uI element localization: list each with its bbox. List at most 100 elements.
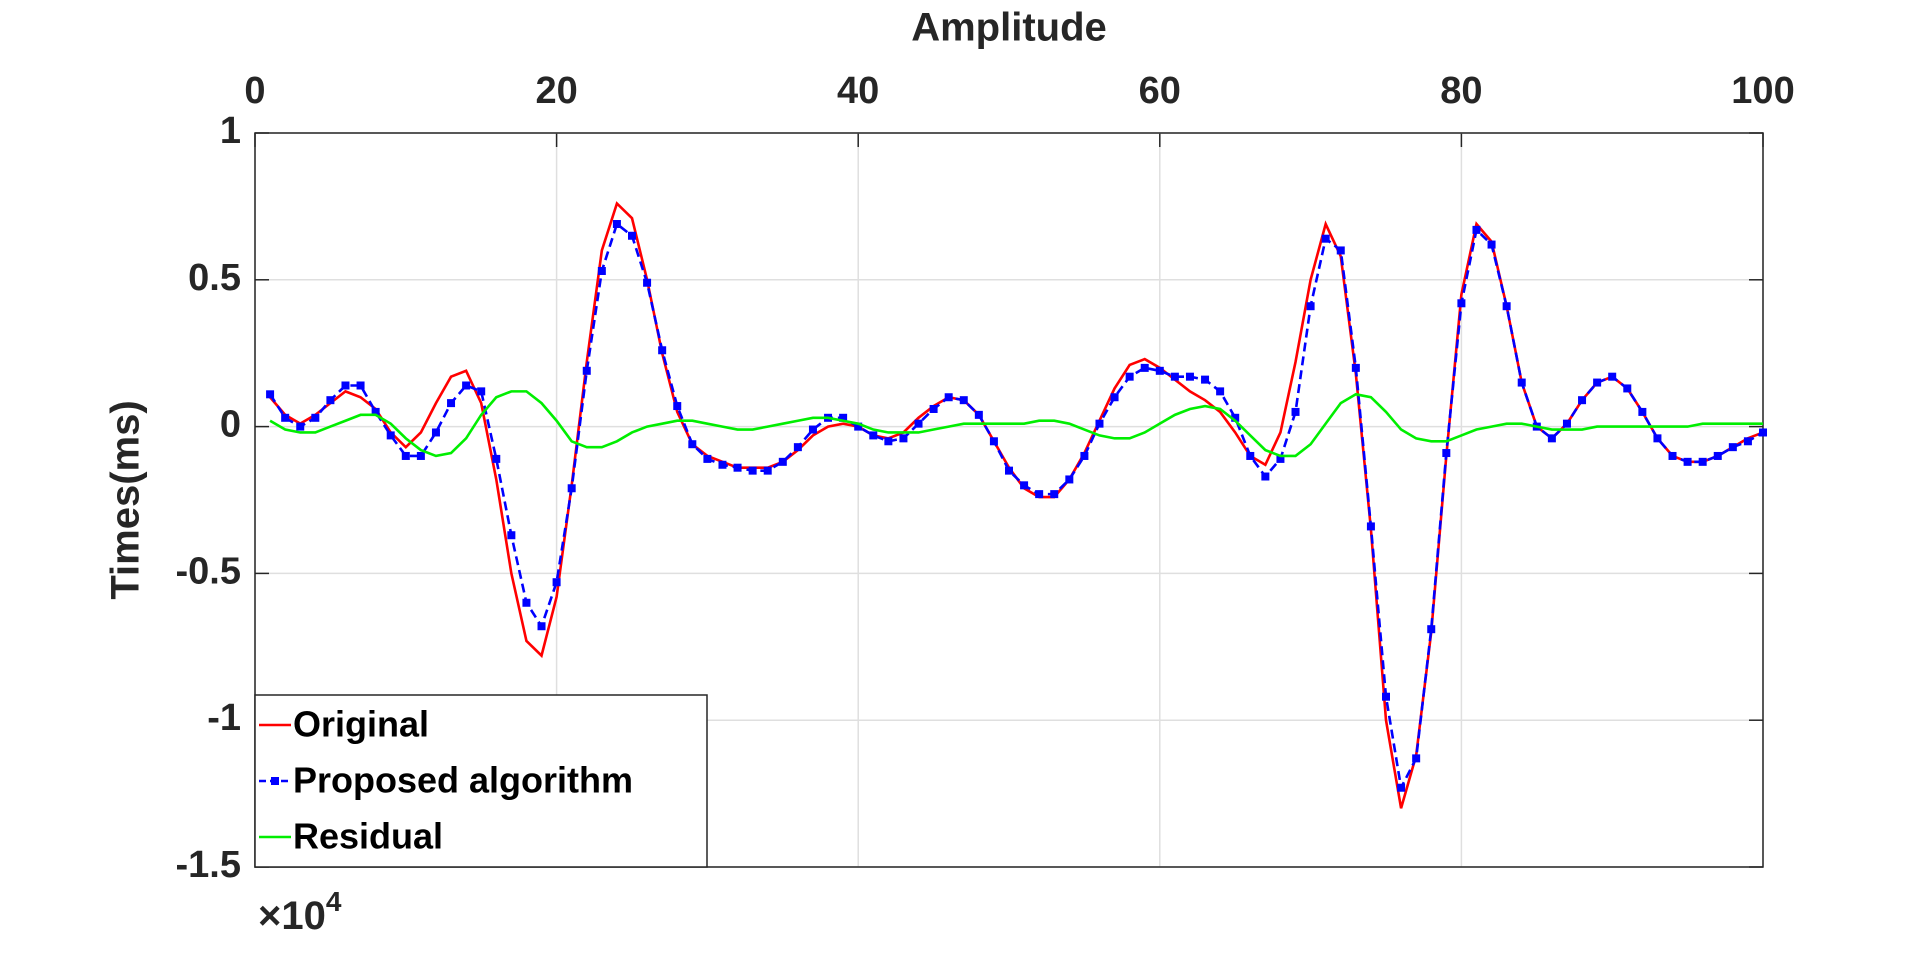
series-marker — [311, 413, 320, 422]
series-marker — [1623, 384, 1632, 393]
x-tick-label: 80 — [1440, 70, 1482, 112]
series-marker — [612, 220, 621, 229]
series-marker — [1593, 378, 1602, 387]
series-marker — [1713, 451, 1722, 460]
series-marker — [1397, 783, 1406, 792]
series-marker — [1502, 302, 1511, 311]
series-marker — [341, 381, 350, 390]
series-marker — [1020, 481, 1029, 490]
series-marker — [1562, 419, 1571, 428]
y-tick-label: -1 — [207, 697, 241, 739]
series-marker — [1517, 378, 1526, 387]
series-marker — [733, 463, 742, 472]
series-marker — [431, 428, 440, 437]
series-marker — [718, 460, 727, 469]
x-axis-label: Amplitude — [911, 6, 1107, 50]
series-marker — [1321, 234, 1330, 243]
series-marker — [1608, 372, 1617, 381]
series-marker — [673, 402, 682, 411]
series-marker — [326, 396, 335, 405]
series-marker — [1155, 366, 1164, 375]
legend-label: Proposed algorithm — [293, 760, 633, 801]
series-marker — [1487, 240, 1496, 249]
series-marker — [628, 231, 636, 240]
series-marker — [989, 437, 998, 446]
series-marker — [1683, 457, 1692, 466]
y-tick-label: 0.5 — [188, 257, 241, 299]
series-marker — [1547, 434, 1556, 443]
series-marker — [1140, 363, 1149, 372]
series-marker — [884, 437, 893, 446]
series-marker — [839, 413, 848, 422]
series-marker — [1382, 692, 1390, 701]
x-scale-label: ×104 — [258, 886, 342, 937]
series-marker — [1231, 413, 1240, 422]
y-axis-label: Times(ms) — [104, 400, 148, 599]
legend-box — [254, 694, 708, 868]
series-marker — [1185, 372, 1194, 381]
series-marker — [1427, 625, 1436, 634]
series-marker — [1201, 375, 1210, 384]
series-line — [269, 390, 1763, 458]
series-marker — [371, 407, 380, 416]
y-tick-label: 0 — [220, 404, 241, 446]
series-marker — [1110, 393, 1119, 402]
series-marker — [929, 404, 938, 413]
series-marker — [567, 484, 576, 493]
series-marker — [537, 622, 546, 631]
series-marker — [854, 422, 863, 431]
series-marker — [1246, 451, 1255, 460]
series-marker — [974, 410, 983, 419]
series-marker — [552, 578, 561, 587]
series-marker — [266, 390, 275, 399]
axes-box — [254, 132, 1764, 868]
x-tick-label: 60 — [1139, 70, 1181, 112]
series-marker — [1050, 490, 1059, 499]
series-marker — [944, 393, 953, 402]
series-marker — [658, 346, 667, 355]
series-marker — [808, 425, 817, 434]
series-marker — [1578, 396, 1587, 405]
series-marker — [1351, 363, 1360, 372]
x-tick-label: 40 — [837, 70, 879, 112]
series-marker — [1457, 299, 1466, 308]
series-marker — [1095, 419, 1104, 428]
series-marker — [507, 531, 516, 540]
x-scale-base: ×10 — [258, 894, 326, 938]
series-marker — [1276, 454, 1285, 463]
series-marker — [1728, 443, 1737, 452]
series-marker — [1698, 457, 1707, 466]
series-marker — [1306, 302, 1315, 311]
series-marker — [899, 434, 908, 443]
series-marker — [356, 381, 365, 390]
x-tick-label: 0 — [244, 70, 265, 112]
series-marker — [703, 454, 712, 463]
legend-marker — [271, 777, 279, 785]
series-marker — [401, 451, 410, 460]
y-tick-label: -0.5 — [176, 550, 241, 592]
series-marker — [1668, 451, 1677, 460]
series-marker — [281, 413, 290, 422]
series-marker — [597, 266, 606, 275]
legend-label: Residual — [293, 816, 443, 857]
series-line — [268, 221, 1764, 792]
series-marker — [959, 396, 968, 405]
series-marker — [462, 381, 471, 390]
series-marker — [914, 419, 923, 428]
series-marker — [1412, 754, 1421, 763]
series-marker — [1261, 472, 1270, 481]
series-marker — [522, 598, 531, 607]
y-tick-label: 1 — [220, 110, 241, 152]
series-marker — [643, 278, 652, 287]
series-marker — [386, 431, 395, 440]
series-marker — [1366, 522, 1375, 531]
series-marker — [1216, 387, 1225, 396]
series-marker — [1336, 246, 1345, 255]
series-marker — [1759, 428, 1767, 437]
series-marker — [492, 454, 501, 463]
series-marker — [296, 422, 305, 431]
series-marker — [778, 457, 787, 466]
series-marker — [1442, 449, 1451, 458]
series-marker — [763, 466, 772, 475]
